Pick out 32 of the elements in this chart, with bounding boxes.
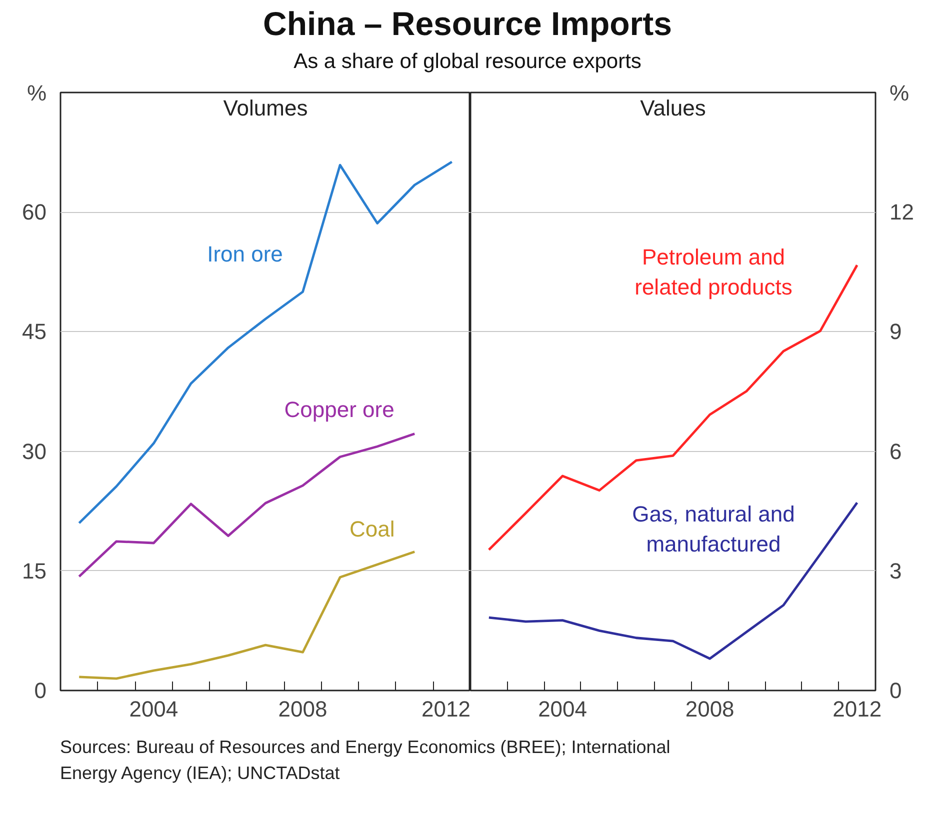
line-series [488, 264, 858, 551]
series-label: Gas, natural and manufactured [632, 502, 795, 557]
y-tick-label: 6 [890, 438, 902, 464]
series-label: Copper ore [284, 396, 394, 422]
source-note: Sources: Bureau of Resources and Energy Economics (BREE); International Energy Agency (IEA); UNCTADstat [59, 736, 672, 785]
y-tick-label: 9 [890, 319, 902, 344]
annotation: Volumes [223, 95, 308, 120]
y-tick-label: 0 [890, 678, 902, 703]
y-tick-label: 12 [890, 200, 914, 225]
y-axis-title: % [26, 80, 46, 106]
y-tick-label: 0 [34, 678, 47, 703]
y-tick-label: 45 [22, 319, 47, 344]
y-tick-label: 60 [22, 200, 47, 225]
series-label: Petroleum and related products [634, 244, 792, 300]
y-tick-label: 30 [22, 438, 47, 464]
x-tick-label: 2012 [832, 696, 882, 722]
line-series [78, 432, 416, 578]
x-tick-label: 2004 [129, 696, 178, 722]
x-tick-label: 2008 [685, 696, 734, 722]
x-tick-label: 2004 [538, 696, 588, 722]
series-label: Coal [349, 516, 395, 542]
y-tick-label: 3 [890, 558, 902, 584]
x-tick-label: 2012 [422, 696, 471, 722]
series-label: Iron ore [207, 241, 283, 266]
chart-subtitle: As a share of global resource exports [292, 49, 642, 76]
line-series [78, 550, 416, 680]
line-series [488, 502, 858, 660]
y-tick-label: 15 [22, 558, 47, 584]
y-axis-title: % [890, 80, 910, 106]
x-tick-label: 2008 [278, 696, 328, 722]
annotation: Values [640, 95, 706, 120]
chart-title: China – Resource Imports [262, 4, 673, 44]
